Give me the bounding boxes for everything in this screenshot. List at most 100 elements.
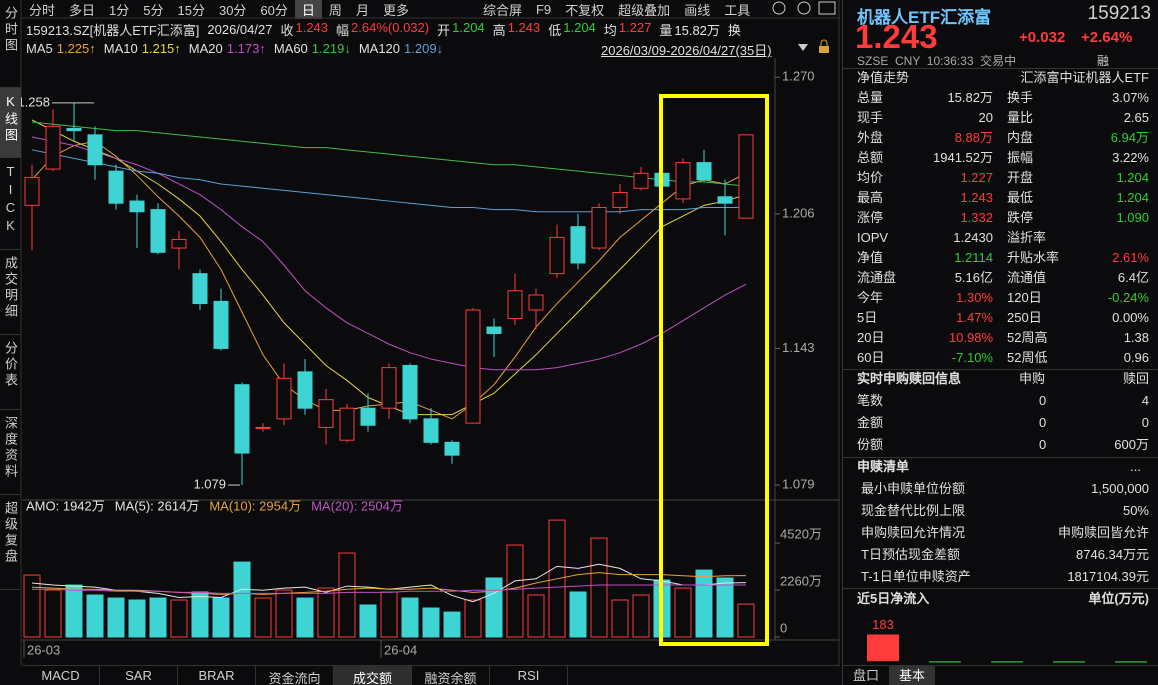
list-row: 最小申赎单位份额 1,500,000 [857,479,1149,499]
volume-ma-line [32,584,747,594]
cell: 涨停 [857,210,884,225]
candle-body [360,407,376,426]
cell: 3.07% [1112,90,1149,105]
cell: 申购赎回允许情况 [861,525,966,540]
stat-row: 流通盘 5.16亿 流通值 6.4亿 [857,268,1149,288]
settings-icon[interactable] [772,1,786,15]
indicator-tab[interactable]: SAR [100,666,178,685]
candle-body [570,226,586,264]
indicator-tab[interactable]: 资金流向 [256,666,334,685]
tool-button[interactable]: 画线 [684,2,711,18]
cell: 52周低 [1007,350,1048,365]
period-tab[interactable]: 周 [328,2,342,18]
tool-button[interactable]: 不复权 [565,2,605,18]
side-tab[interactable]: 超级复盘 [0,495,21,590]
cell: 总额 [857,150,884,165]
candle-body [45,125,61,170]
side-tab[interactable]: 分价表 [0,335,21,410]
candle-body [66,127,82,132]
cell: 现手 [857,110,884,125]
period-tab[interactable]: 分时 [29,2,56,18]
ma-name: MA10 [103,40,138,56]
date-range[interactable]: 2026/03/09-2026/04/27(35日) [601,43,772,58]
volume-bar [254,597,272,638]
stat-row: 总量 15.82万 换手 3.07% [857,88,1149,108]
indicator-tab[interactable]: 融资余额 [412,666,490,685]
cell: T日预估现金差额 [861,547,960,562]
indicator-tab[interactable]: MACD [22,666,100,685]
stat-row: 20日 10.98% 52周高 1.38 [857,328,1149,348]
period-tab[interactable]: 60分 [260,2,288,18]
cell: 换手 [1007,90,1034,105]
candle-body [318,399,334,428]
side-tab[interactable]: 深度资料 [0,410,21,495]
side-tab[interactable]: 分时图 [0,0,21,88]
stat-row: 外盘 8.88万 内盘 6.94万 [857,128,1149,148]
cell: 0 [1039,437,1047,452]
list-header: 申赎清单... [857,457,1149,477]
cell: 2.65 [1123,110,1149,125]
help-icon[interactable] [797,1,811,15]
cell: 1817104.39元 [1067,569,1149,584]
sub-row: 份额 0 600万 [857,435,1149,455]
volume-bar [611,599,629,638]
cell: 2.61% [1112,250,1149,265]
volume-bar [23,574,41,638]
dropdown-icon[interactable] [798,44,808,51]
period-tab[interactable]: 更多 [382,2,409,18]
candle-body [213,300,229,349]
period-tab[interactable]: 15分 [177,2,205,18]
volume-bar [212,597,230,638]
nav-row: 净值走势 汇添富中证机器人ETF [857,68,1149,88]
tool-button[interactable]: 工具 [724,2,751,18]
volume-bar [443,611,461,638]
quote-bar: 159213.SZ[机器人ETF汇添富] 2026/04/27 收 1.243 幅 2.6… [26,19,741,39]
y-tick-label: 1.143 [782,340,815,355]
cell: 升贴水率 [1007,250,1060,265]
candle-body [528,294,544,311]
cell: 1.2430 [953,230,993,245]
panel-tab[interactable]: 盘口 [852,668,879,683]
quote-value: 2.64%(0.032) [351,19,430,35]
cell: 申购赎回皆允许 [1057,525,1149,540]
security-name: 机器人ETF汇添富 [857,8,992,27]
cell: 0.00% [1112,310,1149,325]
tool-button[interactable]: F9 [535,1,552,17]
cell: 0 [1039,415,1047,430]
cell: 溢折率 [1007,230,1047,245]
cell: 15.82万 [947,90,993,105]
panel-tab[interactable]: 基本 [889,666,935,685]
cell: 1.38 [1123,330,1149,345]
period-tab[interactable]: 1分 [109,2,130,18]
lock-icon[interactable] [819,46,829,53]
quote-item: 量 15.82万 [659,20,720,39]
tool-button[interactable]: 综合屏 [482,2,522,18]
volume-bar [527,594,545,638]
period-tab[interactable]: 30分 [218,2,247,18]
period-tab[interactable]: 多日 [69,2,96,18]
stat-row: 最高 1.243 最低 1.204 [857,188,1149,208]
side-tab[interactable]: K线图 [0,88,21,158]
cell: 现金替代比例上限 [861,503,966,518]
stat-row: 涨停 1.332 跌停 1.090 [857,208,1149,228]
quote-item: 159213.SZ[机器人ETF汇添富] [26,20,199,39]
stat-row: 今年 1.30% 120日 -0.24% [857,288,1149,308]
stat-row: 均价 1.227 开盘 1.204 [857,168,1149,188]
ma-legend-item: MA10 1.215↑ [104,41,181,56]
cell: 流通值 [1007,270,1047,285]
window-icon[interactable] [818,1,836,15]
indicator-tab[interactable]: 成交额 [334,666,412,685]
indicator-tab[interactable]: BRAR [178,666,256,685]
period-tab[interactable]: 日 [294,0,322,19]
side-tab[interactable]: 成交明细 [0,250,21,335]
cell: 600万 [1114,437,1149,452]
period-tab[interactable]: 5分 [143,2,164,18]
side-tab[interactable]: TICK [0,158,21,250]
cell: 1.47% [956,310,993,325]
candle-body [423,418,439,443]
period-tab[interactable]: 月 [355,2,369,18]
stat-row: 现手 20 量比 2.65 [857,108,1149,128]
tool-button[interactable]: 超级叠加 [618,2,671,18]
toolbar: 分时 多日 1分 5分 15分 30分 60分日周月更多 综合屏 F9 不复权 超级叠加 画线 工具 [22,0,840,19]
indicator-tab[interactable]: RSI [490,666,568,685]
